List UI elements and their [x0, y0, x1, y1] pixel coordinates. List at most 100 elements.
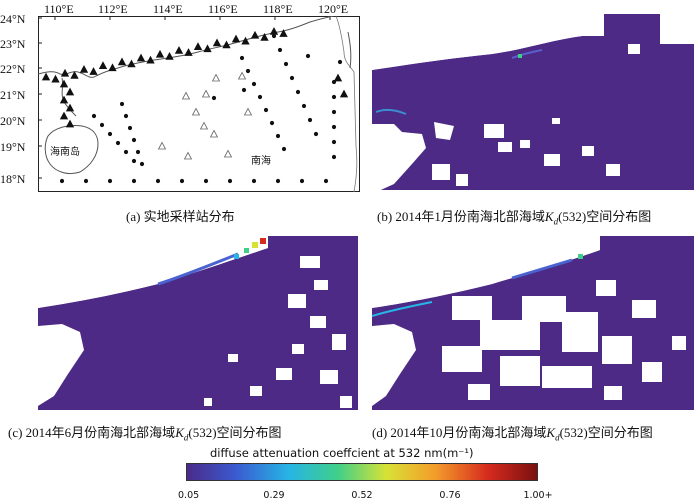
station-map-frame — [38, 16, 360, 192]
sampling-stations — [41, 27, 349, 184]
coastal-station-marker — [339, 89, 349, 98]
coastal-station-marker — [65, 119, 75, 128]
station-dot — [331, 79, 337, 85]
coastal-station-marker — [59, 111, 69, 120]
station-dot — [203, 178, 209, 184]
offshore-station-marker — [191, 107, 201, 116]
coastal-station-marker — [59, 95, 69, 104]
station-dot — [277, 47, 283, 53]
station-dot — [271, 33, 277, 39]
panel-c-kd-june: (c) 2014年6月份南海北部海域Kd(532)空间分布图 — [0, 236, 366, 443]
coastal-station-marker — [59, 79, 69, 88]
station-dot — [323, 178, 329, 184]
coastal-station-marker — [184, 48, 193, 56]
coastal-station-marker — [51, 74, 60, 83]
station-dot — [275, 178, 281, 184]
station-dot — [301, 103, 307, 109]
lat-label: 20°N — [0, 114, 26, 128]
coastal-station-marker — [333, 73, 343, 82]
station-dot — [179, 178, 185, 184]
station-dot — [99, 122, 105, 128]
station-dot — [107, 131, 113, 137]
lon-label: 120°E — [318, 2, 349, 16]
coastal-station-marker — [231, 34, 241, 43]
station-dot — [283, 61, 289, 67]
colorbar-title: diffuse attenuation coeffcient at 532 nm… — [210, 446, 474, 460]
station-dot — [107, 178, 113, 184]
coastal-station-marker — [60, 68, 70, 77]
station-dot — [269, 120, 275, 126]
station-dot — [239, 55, 245, 61]
station-dot — [135, 149, 141, 155]
station-dot — [139, 161, 145, 167]
station-dot — [251, 178, 257, 184]
coastal-station-marker — [212, 38, 222, 47]
coastal-station-marker — [65, 103, 75, 112]
station-dot — [295, 89, 301, 95]
coastal-station-marker — [260, 32, 269, 41]
coastal-station-marker — [203, 44, 212, 53]
colorbar-tick: 0.76 — [439, 490, 461, 501]
colorbar-tick: 0.52 — [351, 490, 373, 501]
offshore-station-marker — [157, 141, 167, 150]
station-dot — [331, 124, 337, 130]
station-dot — [299, 178, 305, 184]
station-dot — [131, 178, 137, 184]
coastal-station-marker — [89, 67, 98, 75]
coastal-station-marker — [117, 57, 127, 66]
station-dot — [123, 113, 129, 119]
station-dot — [123, 149, 129, 155]
station-dot — [211, 95, 217, 101]
station-dot — [289, 75, 295, 81]
colorbar-tick: 0.05 — [178, 490, 200, 501]
lon-label: 110°E — [44, 2, 74, 16]
coastal-station-marker — [279, 29, 288, 37]
offshore-station-marker — [183, 151, 193, 160]
caption-d: (d) 2014年10月份南海北部海域Kd(532)空间分布图 — [372, 425, 653, 443]
station-dot — [263, 107, 269, 113]
coastal-station-marker — [155, 49, 165, 58]
station-dot — [331, 139, 337, 145]
panel-b-kd-january: (b) 2014年1月份南海北部海域Kd(532)空间分布图 — [372, 0, 700, 230]
coastline — [38, 16, 335, 78]
station-dot — [115, 140, 121, 146]
station-dot — [227, 178, 233, 184]
panel-d-kd-october: (d) 2014年10月份南海北部海域Kd(532)空间分布图 — [372, 236, 700, 443]
offshore-station-marker — [199, 121, 209, 130]
station-dot — [83, 178, 89, 184]
coastal-station-marker — [250, 30, 260, 39]
coastal-station-marker — [241, 36, 250, 45]
station-dot — [307, 117, 313, 123]
kd-map-june — [38, 236, 358, 416]
station-dot — [155, 178, 161, 184]
lon-label: 118°E — [263, 2, 293, 16]
kd-map-january — [372, 14, 694, 194]
lon-label: 114°E — [153, 2, 183, 16]
station-dot — [241, 87, 247, 93]
offshore-station-marker — [243, 107, 253, 116]
station-dot — [331, 109, 337, 115]
coastal-station-marker — [174, 46, 184, 54]
offshore-station-marker — [201, 89, 211, 98]
station-dot — [91, 113, 97, 119]
place-label-south-china-sea: 南海 — [251, 156, 271, 167]
lat-label: 21°N — [0, 88, 26, 102]
kd-map-october — [372, 236, 694, 416]
hainan-island — [44, 125, 99, 175]
lon-label: 112°E — [98, 2, 128, 16]
coastal-station-marker — [127, 59, 136, 68]
coastal-station-marker — [136, 53, 146, 62]
caption-c: (c) 2014年6月份南海北部海域Kd(532)空间分布图 — [8, 425, 282, 443]
lat-label: 24°N — [0, 12, 26, 26]
station-dot — [59, 178, 65, 184]
offshore-station-marker — [181, 91, 191, 100]
coastal-station-marker — [41, 72, 51, 81]
offshore-station-marker — [237, 71, 247, 80]
lat-label: 19°N — [0, 140, 26, 154]
coastal-station-marker — [79, 65, 89, 73]
coastal-station-marker — [70, 70, 79, 79]
offshore-station-marker — [209, 129, 219, 138]
station-dot — [251, 81, 257, 87]
colorbar-tick: 0.29 — [263, 490, 285, 501]
station-dot — [245, 68, 251, 74]
